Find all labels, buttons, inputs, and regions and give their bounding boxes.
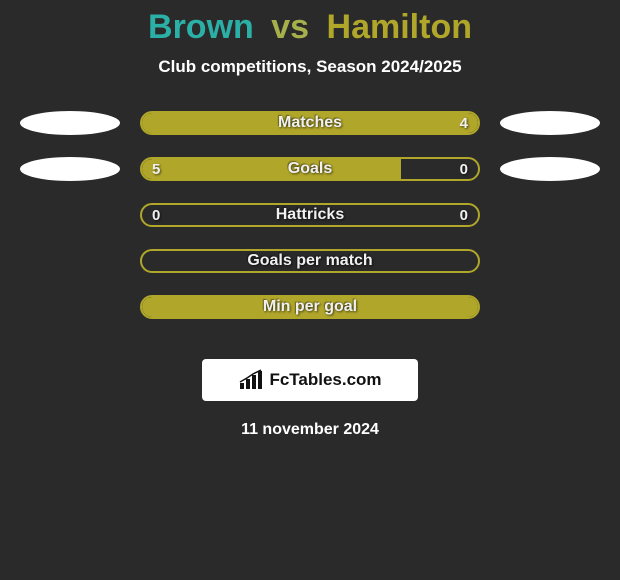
stat-label: Hattricks <box>142 205 478 225</box>
subtitle: Club competitions, Season 2024/2025 <box>0 57 620 77</box>
brand-text: FcTables.com <box>269 370 381 390</box>
player1-avatar <box>20 295 120 319</box>
stat-bar: 00Hattricks <box>140 203 480 227</box>
stat-bar: 4Matches <box>140 111 480 135</box>
stat-row: 50Goals <box>0 157 620 181</box>
stat-bar: Min per goal <box>140 295 480 319</box>
player1-name: Brown <box>148 8 254 46</box>
player2-avatar <box>500 111 600 135</box>
player2-avatar <box>500 157 600 181</box>
player2-avatar <box>500 295 600 319</box>
stat-label: Goals <box>142 159 478 179</box>
comparison-card: Brown vs Hamilton Club competitions, Sea… <box>0 0 620 439</box>
stat-bar: 50Goals <box>140 157 480 181</box>
bars-icon <box>238 369 266 391</box>
page-title: Brown vs Hamilton <box>0 8 620 47</box>
stat-label: Matches <box>142 113 478 133</box>
stat-row: Min per goal <box>0 295 620 319</box>
player1-avatar <box>20 249 120 273</box>
stats-bars: 4Matches 50Goals 00Hattricks Goals per matc… <box>0 111 620 319</box>
stat-label: Min per goal <box>142 297 478 317</box>
stat-row: Goals per match <box>0 249 620 273</box>
stat-label: Goals per match <box>142 251 478 271</box>
brand-badge[interactable]: FcTables.com <box>202 359 418 401</box>
player1-avatar <box>20 157 120 181</box>
stat-row: 4Matches <box>0 111 620 135</box>
stat-row: 00Hattricks <box>0 203 620 227</box>
player2-avatar <box>500 249 600 273</box>
date-line: 11 november 2024 <box>0 421 620 439</box>
vs-label: vs <box>271 8 309 46</box>
player1-avatar <box>20 203 120 227</box>
player1-avatar <box>20 111 120 135</box>
stat-bar: Goals per match <box>140 249 480 273</box>
player2-avatar <box>500 203 600 227</box>
player2-name: Hamilton <box>327 8 472 46</box>
